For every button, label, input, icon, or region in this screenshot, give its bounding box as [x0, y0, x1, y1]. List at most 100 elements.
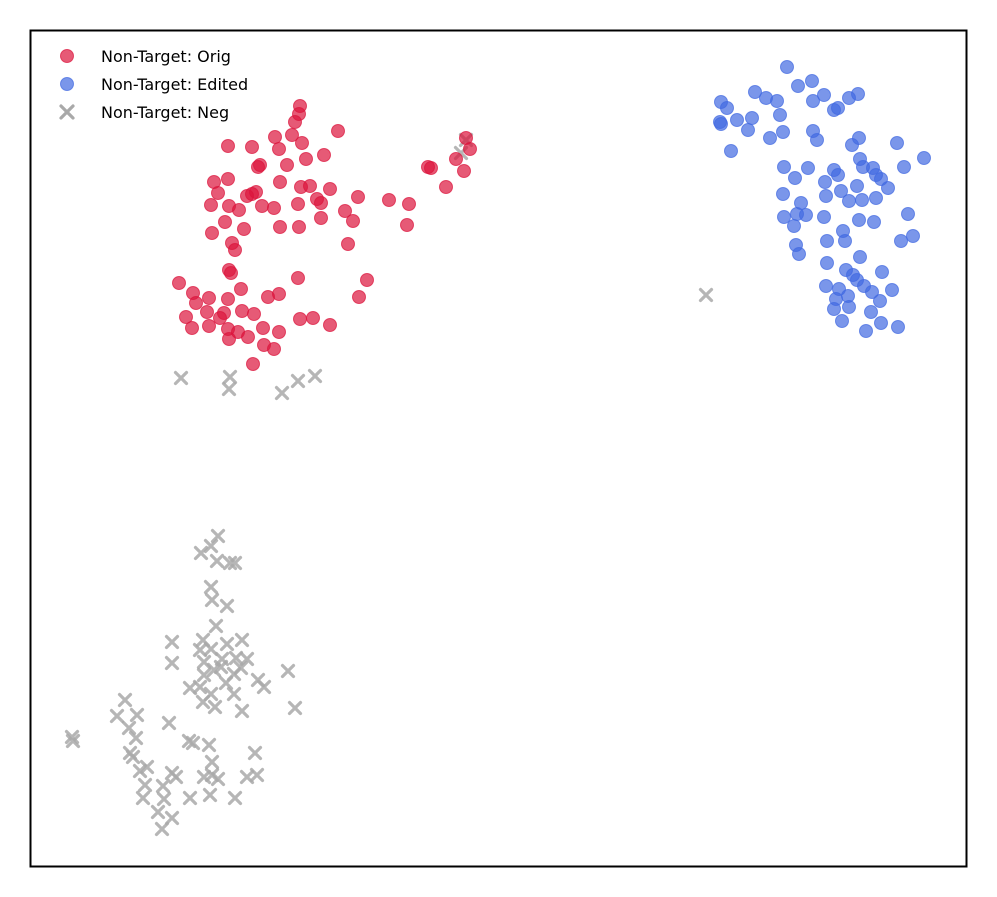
- data-point-non-target-orig-9: [272, 142, 286, 156]
- data-point-non-target-edited-64: [792, 247, 806, 261]
- data-point-non-target-orig-83: [241, 330, 255, 344]
- data-point-non-target-orig-25: [303, 179, 317, 193]
- data-point-non-target-orig-38: [255, 199, 269, 213]
- data-point-non-target-orig-85: [267, 342, 281, 356]
- data-point-non-target-edited-47: [819, 189, 833, 203]
- data-point-non-target-orig-39: [267, 201, 281, 215]
- data-point-non-target-edited-85: [891, 320, 905, 334]
- data-point-non-target-edited-80: [842, 300, 856, 314]
- data-point-non-target-orig-58: [291, 271, 305, 285]
- data-point-non-target-edited-19: [741, 123, 755, 137]
- data-point-non-target-neg-69: [249, 767, 265, 783]
- data-point-non-target-orig-68: [200, 305, 214, 319]
- data-point-non-target-orig-49: [292, 220, 306, 234]
- data-point-non-target-orig-17: [449, 152, 463, 166]
- data-point-non-target-orig-34: [351, 190, 365, 204]
- legend-item-orig: Non-Target: Orig: [60, 47, 231, 66]
- data-point-non-target-neg-59: [247, 745, 263, 761]
- data-point-non-target-neg-12: [209, 553, 225, 569]
- data-point-non-target-neg-2: [698, 287, 714, 303]
- data-point-non-target-edited-45: [869, 191, 883, 205]
- data-point-non-target-neg-11: [193, 545, 209, 561]
- data-point-non-target-edited-84: [874, 316, 888, 330]
- data-point-non-target-neg-4: [222, 369, 238, 385]
- data-point-non-target-orig-32: [402, 197, 416, 211]
- data-point-non-target-orig-16: [424, 161, 438, 175]
- data-point-non-target-orig-26: [323, 182, 337, 196]
- data-point-non-target-neg-43: [207, 699, 223, 715]
- data-point-non-target-edited-25: [852, 131, 866, 145]
- data-point-non-target-neg-21: [219, 636, 235, 652]
- data-point-non-target-neg-38: [182, 680, 198, 696]
- data-point-non-target-neg-47: [129, 707, 145, 723]
- data-point-non-target-neg-54: [128, 730, 144, 746]
- data-point-non-target-neg-23: [164, 634, 180, 650]
- data-point-non-target-edited-83: [859, 324, 873, 338]
- data-point-non-target-neg-16: [204, 592, 220, 608]
- data-point-non-target-edited-15: [773, 108, 787, 122]
- data-point-non-target-neg-8: [307, 368, 323, 384]
- data-point-non-target-edited-20: [763, 131, 777, 145]
- data-point-non-target-orig-82: [272, 325, 286, 339]
- data-point-non-target-edited-11: [842, 91, 856, 105]
- data-point-non-target-edited-50: [901, 207, 915, 221]
- data-point-non-target-orig-7: [221, 139, 235, 153]
- data-point-non-target-orig-50: [346, 214, 360, 228]
- data-point-non-target-neg-17: [219, 598, 235, 614]
- data-point-non-target-neg-14: [222, 555, 238, 571]
- data-point-non-target-orig-48: [273, 220, 287, 234]
- data-point-non-target-edited-54: [817, 210, 831, 224]
- data-point-non-target-orig-56: [224, 266, 238, 280]
- data-point-non-target-orig-22: [221, 172, 235, 186]
- data-point-non-target-orig-30: [240, 189, 254, 203]
- legend: Non-Target: Orig Non-Target: Edited Non-…: [59, 47, 248, 122]
- data-point-non-target-orig-35: [204, 198, 218, 212]
- data-point-non-target-orig-43: [338, 204, 352, 218]
- data-point-non-target-neg-6: [274, 385, 290, 401]
- data-point-non-target-orig-75: [306, 311, 320, 325]
- data-point-non-target-edited-70: [819, 279, 833, 293]
- data-point-non-target-orig-42: [314, 211, 328, 225]
- data-point-non-target-edited-44: [834, 184, 848, 198]
- legend-marker-edited: [60, 77, 74, 91]
- data-point-non-target-edited-9: [770, 94, 784, 108]
- data-point-non-target-edited-16: [714, 117, 728, 131]
- data-point-non-target-neg-10: [203, 538, 219, 554]
- data-point-non-target-edited-37: [788, 171, 802, 185]
- data-point-non-target-edited-65: [853, 250, 867, 264]
- data-point-non-target-edited-56: [867, 215, 881, 229]
- data-point-non-target-edited-5: [817, 88, 831, 102]
- data-point-non-target-edited-48: [855, 193, 869, 207]
- data-point-non-target-neg-13: [227, 555, 243, 571]
- points-layer: [64, 60, 931, 837]
- data-point-non-target-neg-40: [280, 663, 296, 679]
- data-point-non-target-orig-70: [213, 311, 227, 325]
- data-point-non-target-orig-19: [459, 131, 473, 145]
- data-point-non-target-neg-56: [201, 737, 217, 753]
- data-point-non-target-neg-7: [290, 373, 306, 389]
- data-point-non-target-orig-45: [218, 215, 232, 229]
- data-point-non-target-orig-5: [285, 128, 299, 142]
- data-point-non-target-neg-30: [213, 659, 229, 675]
- data-point-non-target-neg-70: [137, 777, 153, 793]
- data-point-non-target-neg-44: [226, 686, 242, 702]
- data-point-non-target-orig-71: [179, 310, 193, 324]
- data-point-non-target-edited-30: [777, 160, 791, 174]
- legend-label-edited: Non-Target: Edited: [101, 75, 248, 94]
- data-point-non-target-edited-38: [818, 175, 832, 189]
- data-point-non-target-edited-42: [881, 181, 895, 195]
- data-point-non-target-edited-36: [897, 160, 911, 174]
- data-point-non-target-orig-86: [222, 332, 236, 346]
- legend-marker-orig: [60, 49, 74, 63]
- data-point-non-target-edited-14: [745, 111, 759, 125]
- data-point-non-target-orig-78: [202, 319, 216, 333]
- data-point-non-target-orig-87: [246, 357, 260, 371]
- data-point-non-target-edited-23: [810, 133, 824, 147]
- data-point-non-target-edited-40: [850, 179, 864, 193]
- data-point-non-target-neg-45: [117, 692, 133, 708]
- data-point-non-target-orig-46: [237, 222, 251, 236]
- data-point-non-target-neg-76: [202, 787, 218, 803]
- data-point-non-target-edited-62: [906, 229, 920, 243]
- data-point-non-target-neg-51: [121, 720, 137, 736]
